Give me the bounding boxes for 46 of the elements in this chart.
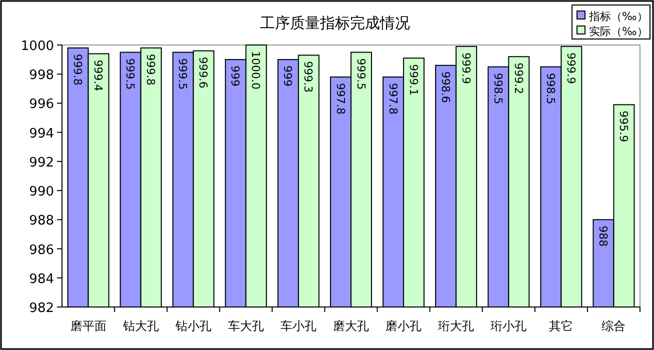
data-label: 999.8 xyxy=(71,54,84,86)
x-tick-label: 车小孔 xyxy=(280,319,316,333)
data-label: 998.5 xyxy=(491,72,504,104)
data-label: 999 xyxy=(228,66,242,87)
data-label: 988 xyxy=(596,226,610,247)
x-tick-label: 磨小孔 xyxy=(386,319,422,333)
x-tick-label: 其它 xyxy=(549,319,574,333)
y-tick-label: 1000 xyxy=(20,39,54,54)
data-label: 998.5 xyxy=(544,72,557,104)
data-label: 999.5 xyxy=(124,58,137,90)
x-tick-label: 钻小孔 xyxy=(174,319,212,333)
x-tick-label: 钻大孔 xyxy=(122,319,159,333)
x-tick-label: 综合 xyxy=(602,319,626,333)
data-label: 995.9 xyxy=(616,110,630,142)
data-label: 999.9 xyxy=(459,52,472,84)
data-label: 999 xyxy=(281,66,294,87)
y-tick-label: 992 xyxy=(29,155,54,170)
data-label: 999.1 xyxy=(406,64,420,96)
data-label: 997.8 xyxy=(334,83,347,115)
data-label: 999.5 xyxy=(354,58,368,90)
chart-title: 工序质量指标完成情况 xyxy=(260,14,410,32)
data-label: 999.8 xyxy=(144,54,158,86)
y-tick-label: 998 xyxy=(29,68,54,84)
x-tick-label: 磨平面 xyxy=(70,319,106,333)
x-tick-label: 珩小孔 xyxy=(490,319,527,333)
data-label: 1000.0 xyxy=(249,51,262,90)
data-label: 999.6 xyxy=(196,56,210,88)
y-tick-label: 986 xyxy=(29,242,54,258)
data-label: 997.8 xyxy=(386,83,400,115)
y-tick-label: 990 xyxy=(29,184,54,200)
data-label: 999.4 xyxy=(92,60,105,92)
x-tick-label: 磨大孔 xyxy=(333,319,369,333)
y-tick-label: 994 xyxy=(29,126,54,142)
y-tick-label: 982 xyxy=(29,301,54,316)
data-label: 999.9 xyxy=(564,52,578,84)
x-tick-label: 车大孔 xyxy=(228,319,264,333)
legend-label: 指标（‰） xyxy=(588,10,648,23)
y-tick-label: 984 xyxy=(29,272,54,287)
data-label: 998.6 xyxy=(438,71,452,103)
legend-label: 实际（‰） xyxy=(589,25,648,38)
x-tick-label: 珩大孔 xyxy=(438,319,474,333)
y-tick-label: 988 xyxy=(29,214,54,229)
y-tick-label: 996 xyxy=(29,97,54,112)
data-label: 999.3 xyxy=(302,61,315,93)
data-label: 999.2 xyxy=(512,62,525,94)
data-label: 999.5 xyxy=(176,58,190,90)
